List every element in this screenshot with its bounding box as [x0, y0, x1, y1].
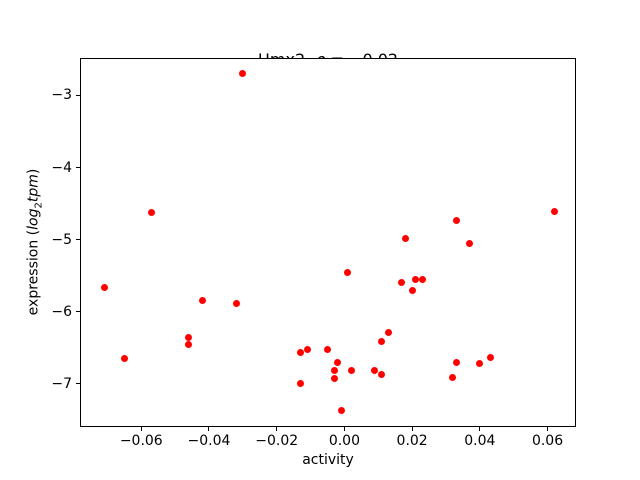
data-point	[330, 367, 338, 375]
plot-area	[80, 58, 576, 427]
y-axis-label-log: log	[25, 208, 42, 230]
y-tick	[76, 94, 80, 96]
y-tick-label: −5	[51, 231, 72, 248]
y-axis-label-tpm: tpm	[25, 174, 42, 203]
y-tick	[76, 383, 80, 385]
x-tick-label: −0.02	[255, 433, 299, 449]
data-point	[378, 370, 386, 378]
data-point	[466, 239, 474, 247]
data-point	[401, 234, 409, 242]
data-point	[452, 217, 460, 225]
y-tick-label: −7	[51, 375, 72, 392]
data-point	[476, 360, 484, 368]
data-point	[296, 348, 304, 356]
x-tick-label: 0.02	[396, 433, 428, 449]
x-tick	[411, 427, 413, 431]
data-point	[384, 329, 392, 337]
x-tick-label: 0.04	[464, 433, 496, 449]
y-tick-label: −3	[51, 87, 72, 104]
data-point	[147, 209, 155, 217]
data-point	[330, 375, 338, 383]
data-point	[334, 358, 342, 366]
x-tick	[208, 427, 210, 431]
data-point	[185, 334, 193, 342]
x-tick	[343, 427, 345, 431]
x-axis-label: activity	[302, 452, 354, 468]
data-point	[418, 276, 426, 284]
data-point	[550, 208, 558, 215]
x-tick-label: 0.06	[531, 433, 564, 449]
data-point	[198, 296, 206, 304]
data-point	[120, 355, 128, 363]
data-point	[323, 346, 331, 354]
data-point	[296, 379, 304, 387]
data-point	[239, 70, 247, 78]
data-point	[100, 283, 108, 291]
data-point	[232, 300, 240, 308]
data-point	[452, 359, 460, 367]
y-tick-label: −6	[51, 303, 72, 320]
data-point	[337, 406, 345, 414]
y-axis-label-subscript: 2	[33, 202, 45, 209]
data-point	[398, 278, 406, 286]
x-tick-label: −0.06	[119, 433, 163, 449]
x-tick-label: −0.04	[187, 433, 231, 449]
x-tick	[276, 427, 278, 431]
data-point	[185, 340, 193, 348]
data-point	[371, 366, 379, 374]
data-point	[303, 346, 311, 354]
data-point	[347, 366, 355, 374]
data-point	[486, 353, 494, 361]
x-tick-label: 0.00	[328, 433, 360, 449]
x-tick	[479, 427, 481, 431]
y-tick	[76, 239, 80, 241]
x-tick	[140, 427, 142, 431]
x-tick	[547, 427, 549, 431]
data-point	[412, 275, 420, 283]
y-tick	[76, 167, 80, 169]
y-tick	[76, 311, 80, 313]
data-point	[408, 287, 416, 295]
data-point	[344, 269, 352, 277]
y-tick-label: −4	[51, 159, 72, 176]
data-point	[378, 337, 386, 345]
data-point	[449, 373, 457, 381]
